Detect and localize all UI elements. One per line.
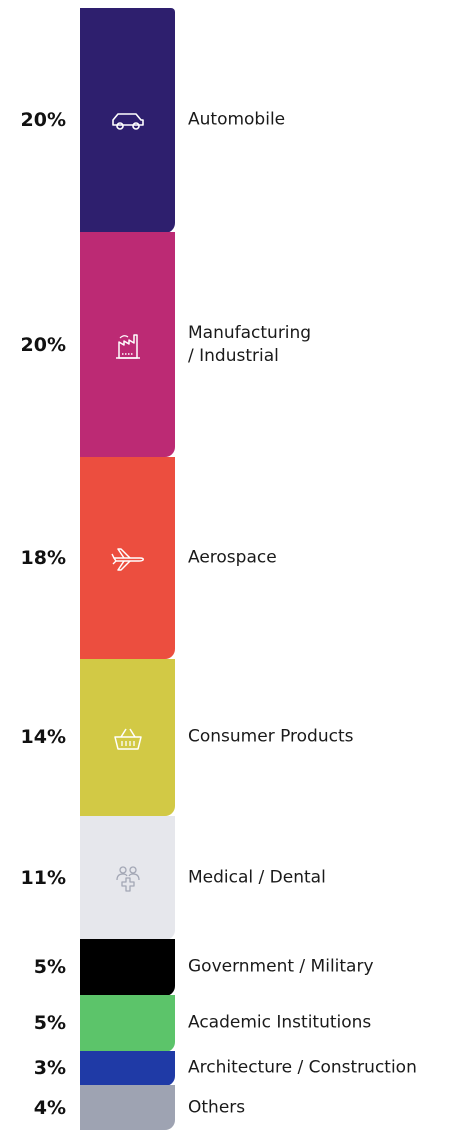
bar-segment <box>80 456 175 660</box>
percent-label: 3% <box>33 1057 66 1080</box>
percent-label: 18% <box>20 546 66 569</box>
category-label: Aerospace <box>188 547 277 568</box>
category-label: Consumer Products <box>188 726 354 747</box>
bar-segment <box>80 939 175 996</box>
percent-label: 11% <box>20 866 66 889</box>
category-label: Automobile <box>188 109 286 130</box>
percent-label: 20% <box>20 333 66 356</box>
percent-label: 20% <box>20 109 66 132</box>
factory-icon <box>115 334 140 359</box>
bar-segment <box>80 232 175 458</box>
category-label: Academic Institutions <box>188 1012 372 1033</box>
basket-icon <box>113 728 142 750</box>
bar-segment <box>80 815 175 940</box>
percent-label: 5% <box>33 956 66 979</box>
percent-label: 14% <box>20 726 66 749</box>
bar-segment <box>80 995 175 1052</box>
percent-label: 4% <box>33 1096 66 1119</box>
bar-segment <box>80 658 175 817</box>
category-label: Others <box>188 1097 246 1118</box>
bar-segment <box>80 8 175 233</box>
category-label: Manufacturing / Industrial <box>188 322 312 366</box>
airplane-icon <box>110 548 144 571</box>
category-label: Government / Military <box>188 956 374 977</box>
bar-segment <box>80 1051 175 1086</box>
category-label: Architecture / Construction <box>188 1057 417 1078</box>
bar-segment <box>80 1085 175 1131</box>
medical-group-icon <box>115 866 140 892</box>
category-label: Medical / Dental <box>188 867 326 888</box>
percent-label: 5% <box>33 1012 66 1035</box>
car-icon <box>111 113 144 131</box>
